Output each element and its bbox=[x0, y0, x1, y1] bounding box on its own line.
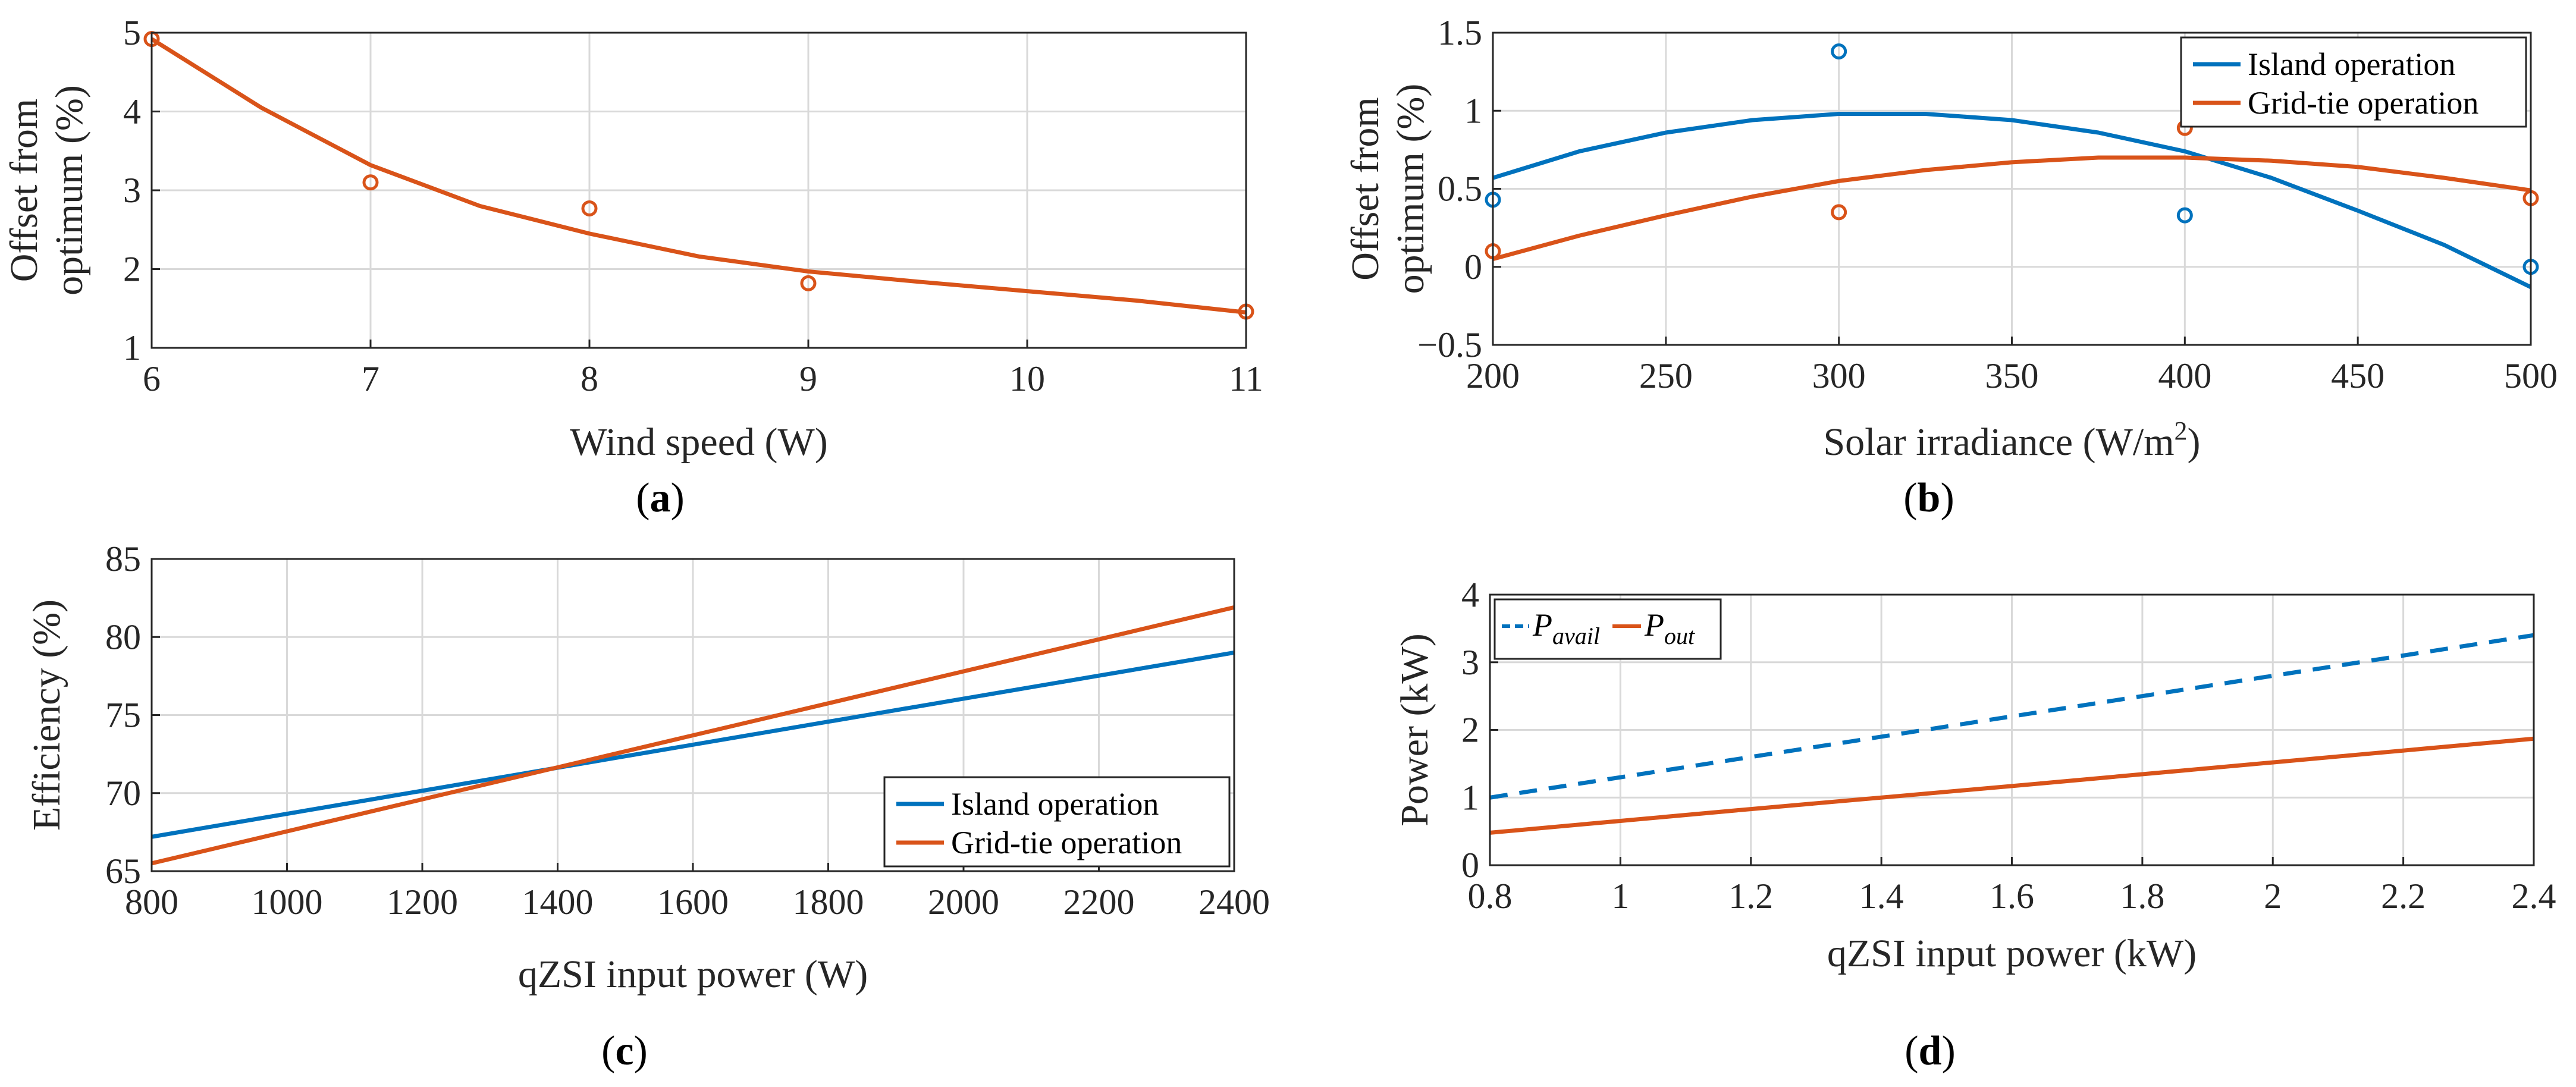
y-axis-label: Offset from bbox=[1344, 97, 1387, 281]
y-tick-label: 70 bbox=[105, 774, 141, 813]
x-tick-label: 300 bbox=[1812, 356, 1866, 395]
y-tick-label: 0 bbox=[1461, 846, 1479, 885]
plot-frame bbox=[150, 32, 1247, 349]
x-tick-label: 1400 bbox=[522, 882, 594, 922]
data-point bbox=[2176, 207, 2193, 224]
x-tick-label: 2000 bbox=[928, 882, 999, 922]
series-line-grid-tie-operation bbox=[152, 605, 1234, 866]
x-axis-label: qZSI input power (kW) bbox=[1827, 932, 2197, 975]
panel-label: (d) bbox=[1904, 1028, 1956, 1074]
x-tick-label: 200 bbox=[1466, 356, 1520, 395]
legend-label: Grid-tie operation bbox=[951, 825, 1182, 860]
y-tick-label: 0.5 bbox=[1438, 169, 1482, 209]
y-tick-label: 3 bbox=[1461, 643, 1479, 682]
x-tick-label: 1 bbox=[1611, 876, 1629, 916]
x-tick-label: 1000 bbox=[252, 882, 323, 922]
series-line-island-operation bbox=[152, 651, 1234, 839]
panel-c: 800 1000 1200 1400 1600 1800 2000 2200 2400 65 70 7… bbox=[25, 539, 1270, 1074]
y-tick-label: 1.5 bbox=[1438, 13, 1482, 52]
x-tick-label: 450 bbox=[2331, 356, 2384, 395]
panel-b: 200 250 300 350 400 450 500 −0.5 0 0.5 1 1.5 Solar i… bbox=[1344, 13, 2558, 521]
y-axis-label: Offset from bbox=[2, 99, 46, 282]
x-tick-label: 800 bbox=[125, 882, 178, 922]
data-point bbox=[1831, 43, 1847, 59]
x-tick-label: 400 bbox=[2158, 356, 2211, 395]
x-tick-label: 10 bbox=[1009, 359, 1045, 398]
x-tick-label: 1.4 bbox=[1859, 876, 1904, 916]
legend-box bbox=[1493, 598, 1722, 660]
data-point bbox=[581, 200, 598, 216]
data-point bbox=[800, 275, 817, 291]
x-tick-label: 0.8 bbox=[1468, 876, 1513, 916]
legend-label: Grid-tie operation bbox=[2248, 85, 2478, 121]
x-tick-label: 2 bbox=[2264, 876, 2282, 916]
series-line-fit bbox=[152, 37, 1246, 315]
x-tick-label: 1600 bbox=[657, 882, 729, 922]
x-tick-label: 350 bbox=[1985, 356, 2039, 395]
y-tick-label: 85 bbox=[105, 539, 141, 579]
plot-frame bbox=[1489, 593, 2535, 866]
plot-frame bbox=[1492, 32, 2532, 346]
panel-d: 0.8 1 1.2 1.4 1.6 1.8 2 2.2 2.4 0 1 2 3 4 qZSI input p… bbox=[1393, 575, 2556, 1074]
y-axis-label: Power (kW) bbox=[1393, 633, 1436, 826]
y-tick-label: 75 bbox=[105, 696, 141, 735]
x-tick-label: 6 bbox=[143, 359, 161, 398]
x-tick-label: 9 bbox=[799, 359, 817, 398]
y-axis-label: optimum (%) bbox=[1389, 84, 1432, 294]
x-tick-label: 2200 bbox=[1063, 882, 1135, 922]
y-tick-label: 1 bbox=[1464, 91, 1482, 130]
legend-box bbox=[2180, 36, 2527, 128]
x-tick-label: 2.2 bbox=[2381, 876, 2426, 916]
x-tick-label: 2.4 bbox=[2512, 876, 2556, 916]
y-tick-label: 80 bbox=[105, 617, 141, 656]
y-tick-label: 2 bbox=[1461, 711, 1479, 750]
y-tick-label: 2 bbox=[123, 250, 141, 289]
y-axis-label: optimum (%) bbox=[48, 85, 91, 296]
y-tick-label: 5 bbox=[123, 13, 141, 52]
y-axis-label: Efficiency (%) bbox=[25, 599, 68, 831]
y-tick-label: 0 bbox=[1464, 247, 1482, 287]
x-tick-label: 250 bbox=[1639, 356, 1693, 395]
plot-frame bbox=[150, 558, 1235, 872]
series-line-island-operation bbox=[1493, 112, 2531, 290]
y-tick-label: 3 bbox=[123, 171, 141, 210]
y-tick-label: 4 bbox=[1461, 575, 1479, 614]
x-axis-label: Wind speed (W) bbox=[570, 420, 828, 464]
legend: Pavail Pout bbox=[1493, 598, 1722, 660]
panel-label: (c) bbox=[601, 1028, 648, 1074]
x-axis-label: Solar irradiance (W/m2) bbox=[1823, 416, 2200, 464]
y-tick-label: −0.5 bbox=[1417, 325, 1482, 365]
x-tick-label: 1.8 bbox=[2120, 876, 2164, 916]
legend-label: Island operation bbox=[2248, 46, 2455, 82]
series-line-p-out bbox=[1490, 736, 2534, 835]
x-tick-label: 500 bbox=[2504, 356, 2558, 395]
x-tick-label: 2400 bbox=[1198, 882, 1270, 922]
panel-label: (b) bbox=[1903, 475, 1954, 521]
x-tick-label: 1200 bbox=[387, 882, 458, 922]
x-tick-label: 11 bbox=[1229, 359, 1263, 398]
y-tick-label: 65 bbox=[105, 852, 141, 891]
y-tick-label: 1 bbox=[1461, 778, 1479, 817]
y-tick-label: 4 bbox=[123, 92, 141, 131]
x-tick-label: 8 bbox=[581, 359, 598, 398]
x-tick-label: 1.6 bbox=[1990, 876, 2034, 916]
legend-label: Island operation bbox=[951, 786, 1159, 822]
series-line-grid-tie-operation bbox=[1493, 155, 2531, 262]
x-axis-label: qZSI input power (W) bbox=[518, 953, 868, 996]
x-tick-label: 7 bbox=[362, 359, 379, 398]
data-point bbox=[362, 174, 379, 191]
data-point bbox=[1831, 204, 1847, 221]
x-tick-label: 1.2 bbox=[1728, 876, 1773, 916]
y-tick-label: 1 bbox=[123, 328, 141, 367]
x-tick-label: 1800 bbox=[793, 882, 864, 922]
panel-label: (a) bbox=[636, 475, 685, 521]
legend-box bbox=[883, 776, 1231, 868]
